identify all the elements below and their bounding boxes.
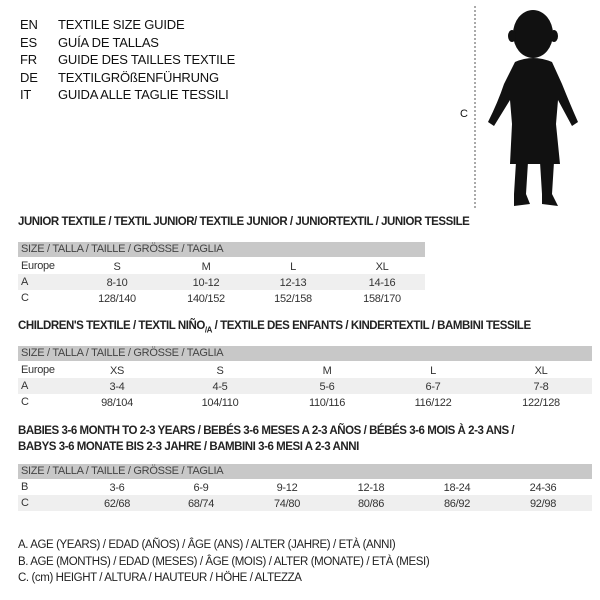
row-label: A [21, 380, 29, 392]
table-cell: 4-5 [212, 381, 228, 393]
table-cell: 5-6 [319, 381, 335, 393]
table-row: C 62/68 68/74 74/80 80/86 86/92 92/98 [18, 495, 592, 511]
table-cell: 18-24 [443, 482, 471, 494]
height-measure-label: C [460, 108, 468, 120]
table-row: A 8-10 10-12 12-13 14-16 [18, 274, 425, 290]
children-title-sub: /A [204, 325, 213, 335]
table-cell: 128/140 [98, 293, 136, 305]
table-cell: 10-12 [192, 277, 220, 289]
table-cell: 7-8 [533, 381, 549, 393]
child-silhouette-icon [474, 6, 578, 210]
language-title: GUÍA DE TALLAS [58, 34, 159, 50]
table-cell: S [113, 261, 121, 273]
language-title: TEXTILGRÖßENFÜHRUNG [58, 69, 219, 85]
legend-c: C. (cm) HEIGHT / ALTURA / HAUTEUR / HÖHE… [18, 572, 302, 584]
table-cell: 74/80 [273, 498, 301, 510]
table-cell: 12-13 [279, 277, 307, 289]
table-cell: 9-12 [276, 482, 298, 494]
table-row: Europe S M L XL [18, 258, 425, 274]
children-title-rest: / TEXTILE DES ENFANTS / KINDERTEXTIL / B… [211, 320, 532, 332]
table-cell: 110/116 [308, 397, 346, 409]
table-cell: L [430, 365, 436, 377]
children-title: CHILDREN'S TEXTILE / TEXTIL NIÑO/A / TEX… [18, 320, 531, 334]
row-label: B [21, 481, 29, 493]
table-cell: 68/74 [187, 498, 215, 510]
language-title: GUIDE DES TAILLES TEXTILE [58, 52, 236, 67]
table-cell: XL [375, 261, 389, 273]
table-cell: 92/98 [529, 498, 557, 510]
table-cell: M [322, 365, 332, 377]
babies-title-line2: BABYS 3-6 MONATE BIS 2-3 JAHRE / BAMBINI… [18, 441, 359, 453]
row-label: C [21, 396, 29, 408]
table-cell: 6-9 [193, 482, 209, 494]
table-cell: 12-18 [357, 482, 385, 494]
language-code: FR [20, 52, 37, 67]
language-code: IT [20, 87, 32, 102]
table-cell: 6-7 [425, 381, 441, 393]
language-code: DE [20, 69, 38, 85]
language-code: ES [20, 34, 37, 50]
table-cell: S [216, 365, 224, 377]
table-cell: 140/152 [187, 293, 225, 305]
row-label: Europe [21, 260, 55, 272]
table-cell: 14-16 [368, 277, 396, 289]
babies-title-line1: BABIES 3-6 MONTH TO 2-3 YEARS / BEBÉS 3-… [18, 425, 515, 437]
table-cell: 80/86 [357, 498, 385, 510]
row-label: Europe [21, 364, 55, 376]
table-row: Europe XS S M L XL [18, 362, 592, 378]
row-label: A [21, 276, 29, 288]
table-cell: 3-4 [109, 381, 125, 393]
table-row: C 128/140 140/152 152/158 158/170 [18, 290, 425, 306]
junior-title: JUNIOR TEXTILE / TEXTIL JUNIOR/ TEXTILE … [18, 216, 470, 228]
table-cell: 3-6 [109, 482, 125, 494]
table-cell: L [290, 261, 296, 273]
table-cell: 116/122 [414, 397, 452, 409]
language-title: TEXTILE SIZE GUIDE [58, 17, 185, 32]
children-size-header: SIZE / TALLA / TAILLE / GRÖSSE / TAGLIA [18, 346, 592, 361]
table-cell: XS [109, 365, 125, 377]
table-row: B 3-6 6-9 9-12 12-18 18-24 24-36 [18, 479, 592, 495]
table-cell: 86/92 [443, 498, 471, 510]
junior-size-header: SIZE / TALLA / TAILLE / GRÖSSE / TAGLIA [18, 242, 425, 257]
row-label: C [21, 497, 29, 509]
table-cell: 62/68 [103, 498, 131, 510]
table-cell: 98/104 [101, 397, 133, 409]
language-title: GUIDA ALLE TAGLIE TESSILI [58, 87, 229, 102]
row-label: C [21, 292, 29, 304]
table-cell: 104/110 [201, 397, 239, 409]
legend-b: B. AGE (MONTHS) / EDAD (MESES) / ÂGE (MO… [18, 556, 430, 568]
children-title-main: CHILDREN'S TEXTILE / TEXTIL NIÑO [18, 320, 205, 332]
language-code: EN [20, 17, 38, 32]
table-cell: 8-10 [106, 277, 128, 289]
table-row: A 3-4 4-5 5-6 6-7 7-8 [18, 378, 592, 394]
babies-size-header: SIZE / TALLA / TAILLE / GRÖSSE / TAGLIA [18, 464, 592, 479]
table-cell: XL [534, 365, 548, 377]
legend-a: A. AGE (YEARS) / EDAD (AÑOS) / ÂGE (ANS)… [18, 539, 396, 551]
table-cell: 152/158 [274, 293, 312, 305]
table-cell: 24-36 [529, 482, 557, 494]
table-cell: 158/170 [363, 293, 401, 305]
table-cell: M [201, 261, 211, 273]
table-cell: 122/128 [522, 397, 560, 409]
table-row: C 98/104 104/110 110/116 116/122 122/128 [18, 394, 592, 410]
